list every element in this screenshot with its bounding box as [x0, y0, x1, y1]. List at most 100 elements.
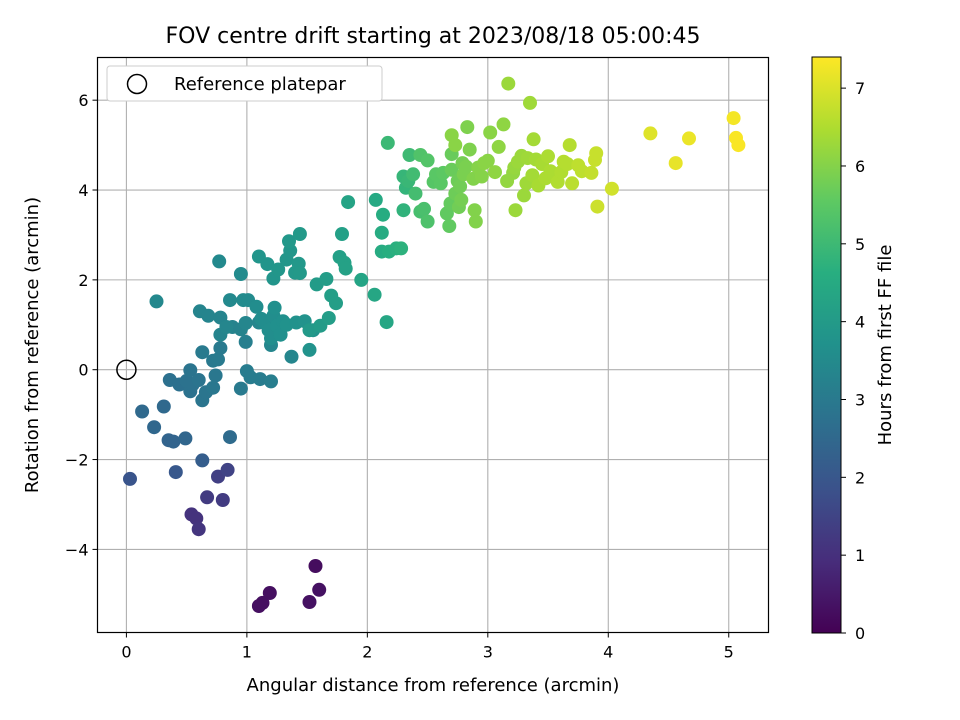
data-point — [468, 214, 483, 229]
grid-lines — [97, 57, 769, 633]
data-point — [302, 342, 317, 357]
data-point — [302, 595, 317, 609]
data-point — [560, 157, 575, 171]
data-point — [238, 334, 253, 349]
x-tick-label: 4 — [603, 643, 613, 662]
y-tick-label: 6 — [78, 91, 88, 110]
legend-label: Reference platepar — [174, 74, 346, 95]
data-point — [253, 372, 268, 387]
data-point — [201, 308, 216, 323]
colorbar-label: Hours from first FF file — [875, 245, 896, 446]
data-point — [394, 241, 409, 256]
data-point — [368, 192, 383, 207]
data-point — [367, 287, 382, 302]
data-point — [402, 148, 417, 162]
data-point — [319, 272, 334, 286]
data-point — [308, 559, 323, 573]
data-point — [341, 195, 356, 210]
data-point — [255, 595, 270, 610]
colorbar-tick-label: 1 — [855, 546, 865, 565]
data-point — [156, 399, 171, 414]
data-point — [517, 188, 531, 203]
data-point — [454, 192, 469, 207]
y-tick-label: −4 — [65, 540, 89, 559]
data-point — [374, 225, 389, 240]
data-point — [565, 176, 580, 191]
data-point — [189, 511, 204, 526]
data-point — [260, 257, 275, 272]
data-point — [448, 138, 463, 153]
data-point — [488, 165, 502, 180]
data-point — [195, 453, 210, 468]
x-tick-label: 2 — [362, 643, 372, 662]
data-point — [590, 199, 605, 214]
data-point — [282, 234, 296, 249]
data-point — [123, 471, 137, 486]
x-tick-label: 1 — [242, 643, 252, 662]
data-point — [302, 323, 317, 338]
data-point — [453, 179, 468, 194]
legend: Reference platepar — [106, 65, 383, 102]
data-point — [460, 120, 475, 135]
y-axis-label: Rotation from reference (arcmin) — [22, 197, 43, 493]
data-point — [223, 293, 237, 308]
data-point — [166, 434, 181, 449]
colorbar-gradient — [811, 56, 842, 634]
data-point — [149, 294, 164, 309]
data-point — [249, 299, 264, 314]
data-point — [496, 117, 511, 132]
x-tick-label: 0 — [121, 643, 131, 662]
data-point — [474, 169, 489, 184]
colorbar-tick-label: 7 — [855, 79, 865, 98]
data-point — [376, 207, 390, 222]
y-tick-label: 0 — [78, 361, 88, 380]
data-point — [467, 203, 482, 218]
data-point — [147, 420, 162, 435]
y-axis: −4 −2 0 2 4 6 — [65, 91, 98, 559]
data-point — [135, 404, 150, 419]
y-tick-label: 2 — [78, 271, 88, 290]
data-point — [379, 315, 394, 330]
data-point — [262, 586, 277, 600]
data-point — [191, 522, 206, 537]
data-point — [584, 165, 599, 180]
data-point — [668, 156, 683, 171]
data-point — [168, 465, 183, 480]
data-point — [731, 138, 746, 153]
data-point — [726, 111, 741, 126]
data-point — [206, 380, 221, 395]
reference-marker — [116, 359, 137, 380]
plot-frame — [96, 56, 770, 634]
data-point — [523, 95, 537, 110]
data-point — [589, 146, 604, 161]
data-point — [562, 138, 577, 153]
data-point — [483, 125, 498, 140]
data-point — [480, 153, 495, 168]
data-point — [321, 311, 336, 325]
data-point — [208, 368, 223, 383]
data-point — [264, 374, 278, 389]
data-point — [396, 203, 411, 218]
data-point — [442, 219, 457, 233]
data-point — [354, 272, 369, 287]
colorbar-ticks: 0 1 2 3 4 5 6 7 — [841, 79, 865, 643]
data-point — [215, 493, 230, 507]
data-point — [462, 142, 477, 157]
data-point — [223, 430, 237, 445]
data-point — [335, 227, 349, 241]
data-point — [508, 203, 523, 218]
data-point — [420, 214, 435, 229]
x-tick-label: 5 — [724, 643, 734, 662]
data-point — [643, 126, 658, 141]
data-points — [123, 76, 746, 613]
data-point — [380, 135, 395, 150]
data-point — [183, 363, 198, 378]
data-point — [292, 227, 307, 241]
data-point — [444, 162, 459, 177]
colorbar-tick-label: 6 — [855, 157, 865, 176]
data-point — [604, 181, 619, 196]
data-point — [213, 341, 228, 356]
data-point — [420, 153, 435, 168]
x-axis-label: Angular distance from reference (arcmin) — [247, 675, 620, 696]
